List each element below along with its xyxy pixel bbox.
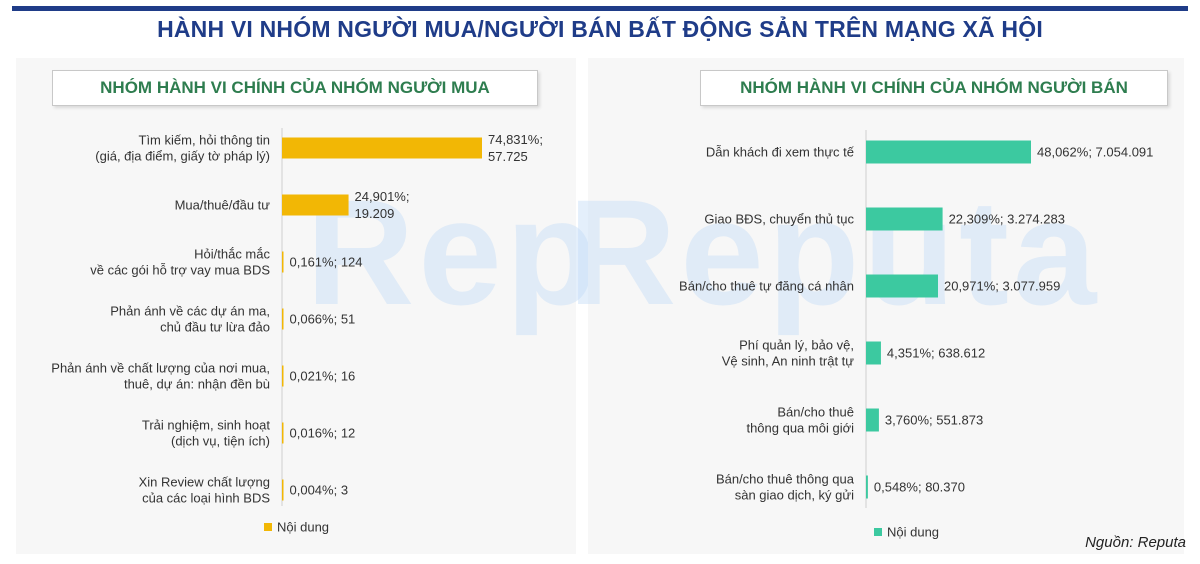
bar	[282, 365, 284, 387]
data-label: 3,760%; 551.873	[885, 413, 983, 428]
data-label: 74,831%; 57.725	[488, 132, 543, 164]
data-label: 20,971%; 3.077.959	[944, 279, 1060, 294]
data-label: 0,004%; 3	[290, 483, 349, 498]
legend-label: Nội dung	[887, 525, 939, 540]
category-label: Phí quản lý, bảo vệ, Vệ sinh, An ninh trậ…	[722, 338, 855, 369]
category-label: Xin Review chất lượng của các loại hình B…	[139, 475, 271, 506]
watermark-logo: Reputa	[568, 168, 1101, 336]
data-label: 0,066%; 51	[290, 312, 356, 327]
data-label: 22,309%; 3.274.283	[949, 212, 1065, 227]
data-label: 0,548%; 80.370	[874, 480, 965, 495]
legend-label: Nội dung	[277, 520, 329, 535]
bar	[866, 408, 879, 432]
category-label: Dẫn khách đi xem thực tế	[706, 145, 855, 160]
category-label: Hỏi/thắc mắc về các gói hỗ trợ vay mua BD…	[90, 247, 270, 278]
data-label: 24,901%; 19.209	[355, 189, 410, 221]
bar	[866, 274, 938, 298]
data-label: 48,062%; 7.054.091	[1037, 145, 1153, 160]
data-label: 0,021%; 16	[290, 369, 356, 384]
category-label: Bán/cho thuê thông qua sàn giao dịch, ký …	[716, 472, 855, 503]
category-label: Phản ánh về chất lượng của nơi mua, thuê,…	[51, 361, 270, 392]
bar	[866, 207, 943, 231]
page-title: HÀNH VI NHÓM NGƯỜI MUA/NGƯỜI BÁN BẤT ĐỘN…	[157, 16, 1043, 42]
category-label: Tìm kiếm, hỏi thông tin (giá, địa điểm, g…	[95, 133, 270, 164]
bar	[866, 341, 881, 365]
category-label: Trải nghiệm, sinh hoạt (dịch vụ, tiện ích…	[142, 418, 271, 449]
seller-bar-chart: Dẫn khách đi xem thực tế 48,062%; 7.054.0…	[679, 130, 1153, 540]
bar	[282, 308, 284, 330]
category-label: Bán/cho thuê tự đăng cá nhân	[679, 279, 854, 294]
header-rule	[12, 6, 1188, 11]
bar	[282, 422, 284, 444]
source-note: Nguồn: Reputa	[1085, 534, 1186, 551]
seller-chart-panel: Reputa NHÓM HÀNH VI CHÍNH CỦA NHÓM NGƯỜI…	[568, 58, 1184, 554]
bar	[866, 140, 1031, 164]
bar	[282, 251, 284, 273]
category-label: Phản ánh về các dự án ma, chủ đầu tư lừa …	[110, 304, 270, 335]
legend-swatch	[874, 528, 882, 536]
buyer-chart-panel: Reputa NHÓM HÀNH VI CHÍNH CỦA NHÓM NGƯỜI…	[16, 58, 834, 554]
bar	[282, 194, 349, 216]
data-label: 0,016%; 12	[290, 426, 356, 441]
data-label: 0,161%; 124	[290, 255, 363, 270]
buyer-chart-title: NHÓM HÀNH VI CHÍNH CỦA NHÓM NGƯỜI MUA	[52, 70, 538, 106]
legend-swatch	[264, 523, 272, 531]
category-label: Bán/cho thuê thông qua môi giới	[746, 405, 854, 436]
category-label: Giao BĐS, chuyển thủ tục	[704, 212, 854, 227]
category-label: Mua/thuê/đầu tư	[175, 198, 271, 213]
bar	[866, 475, 868, 499]
buyer-bar-chart: Tìm kiếm, hỏi thông tin (giá, địa điểm, g…	[51, 128, 543, 535]
data-label: 4,351%; 638.612	[887, 346, 985, 361]
bar	[282, 137, 482, 159]
bar	[282, 479, 284, 501]
seller-chart-title: NHÓM HÀNH VI CHÍNH CỦA NHÓM NGƯỜI BÁN	[700, 70, 1168, 106]
